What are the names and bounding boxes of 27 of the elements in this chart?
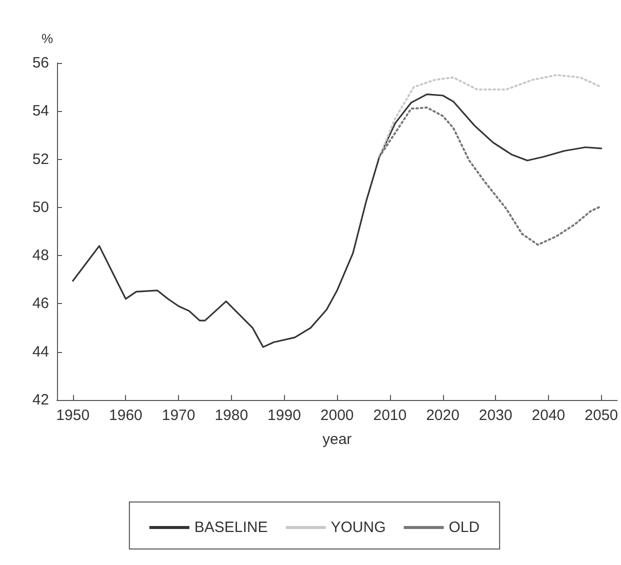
x-tick-label: 2020	[426, 407, 460, 424]
y-tick-label: 56	[32, 54, 49, 72]
y-tick-label: 48	[32, 247, 49, 264]
x-tick-label: 2030	[478, 407, 512, 424]
x-tick-label: 2000	[320, 407, 354, 424]
line-series	[72, 93, 602, 348]
x-axis-title: year	[322, 431, 352, 448]
x-tick-label: 1970	[162, 407, 196, 424]
y-tick-label: 50	[32, 198, 49, 216]
legend-label: BASELINE	[194, 519, 268, 536]
x-tick-label: 1960	[109, 407, 142, 424]
x-tick-label: 1980	[214, 407, 248, 424]
x-tick-label: 2010	[373, 407, 407, 424]
y-tick-label: 52	[32, 150, 49, 168]
y-tick-label: 42	[32, 392, 49, 408]
legend-label: OLD	[448, 519, 480, 536]
y-tick-label: 54	[32, 102, 49, 120]
line-series	[378, 106, 602, 246]
x-tick-label: 2040	[532, 407, 566, 424]
y-tick-label: 46	[32, 295, 49, 312]
legend-label: YOUNG	[330, 519, 386, 536]
x-tick-label: 1950	[56, 407, 90, 424]
y-tick-label: 44	[32, 343, 49, 360]
line-series	[378, 74, 602, 158]
y-axis-title: %	[41, 31, 54, 46]
x-tick-label: 1990	[268, 407, 301, 424]
x-tick-label: 2050	[584, 407, 618, 424]
